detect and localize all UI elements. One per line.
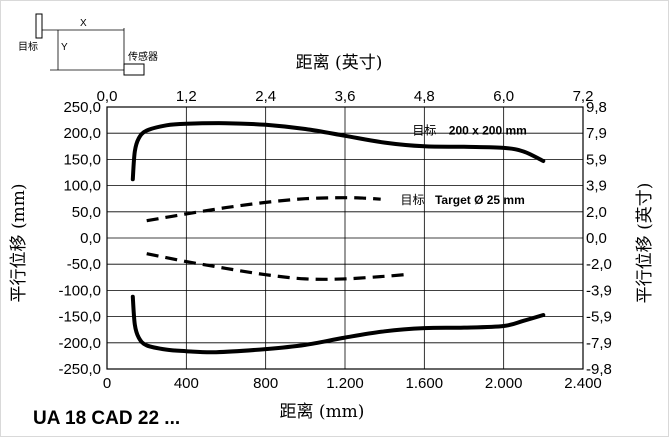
bottom-tick-label: 0 — [103, 375, 111, 392]
bottom-axis-title: 距离 (mm) — [280, 402, 365, 422]
top-tick-label: 7,2 — [573, 88, 594, 105]
right-tick-label: 2,0 — [586, 204, 607, 221]
diagram-x-label: X — [80, 18, 87, 29]
left-tick-label: 150,0 — [63, 151, 101, 168]
bottom-tick-label: 1.200 — [326, 375, 364, 392]
bottom-tick-label: 400 — [174, 375, 199, 392]
right-tick-label: -3,9 — [586, 282, 612, 299]
bottom-tick-label: 1.600 — [406, 375, 444, 392]
annotations: 目标 200 x 200 mm 目标 Target Ø 25 mm — [401, 124, 527, 208]
left-tick-label: 50,0 — [72, 204, 101, 221]
top-tick-label: 4,8 — [414, 88, 435, 105]
right-tick-label: 7,9 — [586, 125, 607, 142]
left-tick-label: -150,0 — [58, 309, 101, 326]
right-tick-label: 3,9 — [586, 178, 607, 195]
diagram-sensor-label: 传感器 — [128, 50, 158, 63]
plot-area: 250,0 200,0 150,0 100,0 50,0 0,0 -50,0 -100,0 -1… — [58, 88, 611, 392]
right-tick-labels: 9,8 7,9 5,9 3,9 2,0 0,0 -2,0 -3,9 -5,9 -7,9 -9,8 — [586, 99, 612, 378]
series-0-upper-line — [130, 121, 546, 182]
target-shape — [35, 13, 43, 39]
annotation-label: 目标 — [412, 124, 436, 138]
annotation-label: 目标 — [401, 193, 425, 207]
bottom-tick-label: 2.400 — [564, 375, 602, 392]
left-tick-label: 0,0 — [80, 230, 101, 247]
left-tick-label: 250,0 — [63, 99, 101, 116]
right-tick-label: 5,9 — [586, 151, 607, 168]
top-tick-label: 3,6 — [335, 88, 356, 105]
top-tick-labels: 0,0 1,2 2,4 3,6 4,8 6,0 7,2 — [97, 88, 594, 105]
series-1-upper-line — [146, 196, 381, 223]
right-tick-label: -7,9 — [586, 335, 612, 352]
series-1-lower-line — [146, 252, 405, 281]
right-tick-label: -9,8 — [586, 361, 612, 378]
left-tick-label: -50,0 — [67, 256, 101, 273]
top-tick-label: 6,0 — [493, 88, 514, 105]
series-0-lower-line — [130, 294, 546, 355]
bottom-tick-label: 2.000 — [485, 375, 523, 392]
right-tick-label: -2,0 — [586, 256, 612, 273]
plot-border — [106, 106, 584, 370]
top-axis-title: 距离 (英寸) — [296, 53, 383, 73]
diagram-target-label: 目标 — [18, 41, 38, 53]
grid — [106, 106, 584, 370]
left-axis-title: 平行位移 (mm) — [9, 184, 29, 303]
top-tick-label: 1,2 — [176, 88, 197, 105]
right-tick-label: 9,8 — [586, 99, 607, 116]
bottom-tick-labels: 0 400 800 1.200 1.600 2.000 2.400 — [103, 375, 602, 392]
left-tick-label: 100,0 — [63, 178, 101, 195]
top-tick-label: 0,0 — [97, 88, 118, 105]
left-tick-label: 200,0 — [63, 125, 101, 142]
annotation-label: 200 x 200 mm — [449, 124, 527, 138]
left-tick-label: -250,0 — [58, 361, 101, 378]
right-tick-label: -5,9 — [586, 309, 612, 326]
bottom-tick-label: 800 — [253, 375, 278, 392]
sensor-diagram: 目标 X Y 传感器 — [18, 13, 158, 76]
annotation-label: Target Ø 25 mm — [435, 193, 525, 207]
diagram-y-label: Y — [61, 42, 68, 53]
model-label: UA 18 CAD 22 ... — [33, 408, 180, 429]
right-axis-title: 平行位移 (英寸) — [635, 183, 655, 304]
left-tick-labels: 250,0 200,0 150,0 100,0 50,0 0,0 -50,0 -100,0 -1… — [58, 99, 101, 378]
right-tick-label: 0,0 — [586, 230, 607, 247]
top-tick-label: 2,4 — [255, 88, 276, 105]
left-tick-label: -100,0 — [58, 282, 101, 299]
left-tick-label: -200,0 — [58, 335, 101, 352]
sensor-shape — [123, 63, 145, 76]
series-layer — [130, 121, 546, 355]
